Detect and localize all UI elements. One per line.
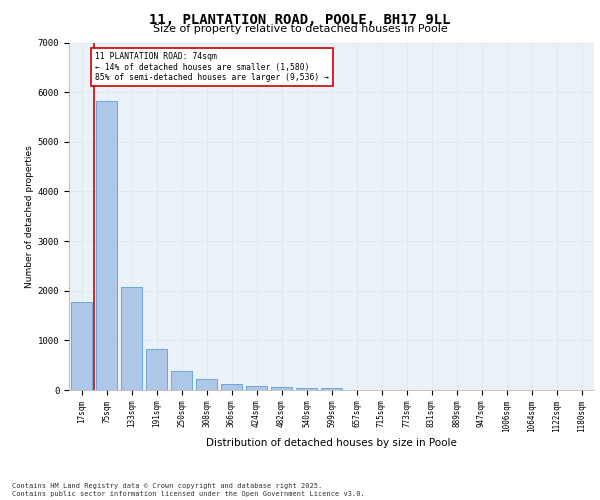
Bar — [271, 386, 292, 390]
Y-axis label: Number of detached properties: Number of detached properties — [25, 145, 34, 288]
Text: Contains HM Land Registry data © Crown copyright and database right 2025.: Contains HM Land Registry data © Crown c… — [12, 483, 322, 489]
Bar — [146, 350, 167, 390]
Bar — [246, 386, 267, 390]
Bar — [296, 388, 317, 390]
Text: 11, PLANTATION ROAD, POOLE, BH17 9LL: 11, PLANTATION ROAD, POOLE, BH17 9LL — [149, 12, 451, 26]
Text: 11 PLANTATION ROAD: 74sqm
← 14% of detached houses are smaller (1,580)
85% of se: 11 PLANTATION ROAD: 74sqm ← 14% of detac… — [95, 52, 329, 82]
Bar — [171, 371, 192, 390]
Bar — [196, 379, 217, 390]
Bar — [71, 302, 92, 390]
X-axis label: Distribution of detached houses by size in Poole: Distribution of detached houses by size … — [206, 438, 457, 448]
Text: Contains public sector information licensed under the Open Government Licence v3: Contains public sector information licen… — [12, 491, 365, 497]
Bar — [96, 101, 117, 390]
Bar — [121, 286, 142, 390]
Bar — [321, 388, 342, 390]
Text: Size of property relative to detached houses in Poole: Size of property relative to detached ho… — [152, 24, 448, 34]
Bar — [221, 384, 242, 390]
